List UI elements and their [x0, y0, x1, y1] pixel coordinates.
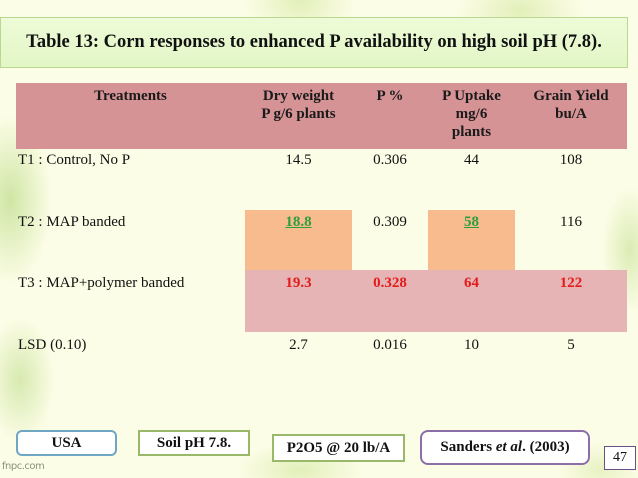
- highlight-t2-dry-weight: [245, 210, 352, 270]
- source-citation-tag: Sanders et al. (2003): [420, 430, 590, 465]
- p-pct-cell: 0.309: [373, 214, 407, 230]
- header-text: Treatments: [94, 88, 167, 104]
- grain-yield-cell: 5: [567, 337, 575, 353]
- treatment-cell: T2 : MAP banded: [18, 214, 126, 230]
- header-treatments: Treatments: [16, 87, 245, 105]
- header-text: plants: [451, 124, 492, 140]
- header-text: mg/6: [455, 106, 488, 122]
- soil-ph-tag-text: Soil pH 7.8.: [156, 434, 232, 451]
- p-pct-cell: 0.328: [373, 275, 407, 291]
- header-p-uptake: P Uptake mg/6 plants: [428, 87, 515, 141]
- source-citation-text: Sanders et al. (2003): [440, 439, 569, 456]
- slide-title: Table 13: Corn responses to enhanced P a…: [0, 17, 628, 68]
- country-tag-text: USA: [51, 434, 82, 451]
- treatment-cell: T3 : MAP+polymer banded: [18, 275, 185, 291]
- citation-author: Sanders: [440, 439, 496, 455]
- p-pct-cell: 0.306: [373, 152, 407, 168]
- slide-title-text: Table 13: Corn responses to enhanced P a…: [26, 32, 602, 52]
- grain-yield-cell: 122: [559, 275, 583, 291]
- highlight-t3-row: [245, 270, 627, 332]
- country-tag: USA: [16, 430, 117, 456]
- p-uptake-cell: 10: [464, 337, 479, 353]
- header-grain-yield: Grain Yield bu/A: [515, 87, 627, 123]
- header-text: P g/6 plants: [261, 106, 336, 122]
- dry-weight-cell: 19.3: [285, 275, 312, 291]
- treatment-cell: T1 : Control, No P: [18, 152, 131, 168]
- page-number: 47: [604, 446, 636, 470]
- header-p-pct: P %: [352, 87, 428, 105]
- header-text: bu/A: [555, 106, 587, 122]
- header-text: Grain Yield: [533, 88, 609, 104]
- dry-weight-cell: 18.8: [285, 214, 312, 230]
- header-text: Dry weight: [262, 88, 335, 104]
- citation-year: . (2003): [522, 439, 570, 455]
- page-number-text: 47: [613, 450, 627, 465]
- p2o5-rate-tag: P2O5 @ 20 lb/A: [272, 434, 405, 462]
- p-uptake-cell: 44: [464, 152, 479, 168]
- grain-yield-cell: 116: [560, 214, 582, 230]
- header-text: P Uptake: [442, 88, 501, 104]
- p-pct-cell: 0.016: [373, 337, 407, 353]
- soil-ph-tag: Soil pH 7.8.: [138, 430, 250, 456]
- table-header: [16, 83, 627, 149]
- citation-etal: et al: [495, 439, 523, 455]
- dry-weight-cell: 14.5: [285, 152, 312, 168]
- p2o5-rate-tag-text: P2O5 @ 20 lb/A: [286, 439, 391, 456]
- grain-yield-cell: 108: [559, 152, 583, 168]
- header-text: P %: [376, 88, 404, 104]
- dry-weight-cell: 2.7: [289, 337, 308, 353]
- p-uptake-cell: 64: [464, 275, 479, 291]
- watermark-logo: fnpc.com: [2, 461, 45, 472]
- treatment-cell: LSD (0.10): [18, 337, 87, 353]
- highlight-t2-p-uptake: [428, 210, 515, 270]
- p-uptake-cell: 58: [464, 214, 479, 230]
- header-dry-weight: Dry weight P g/6 plants: [245, 87, 352, 123]
